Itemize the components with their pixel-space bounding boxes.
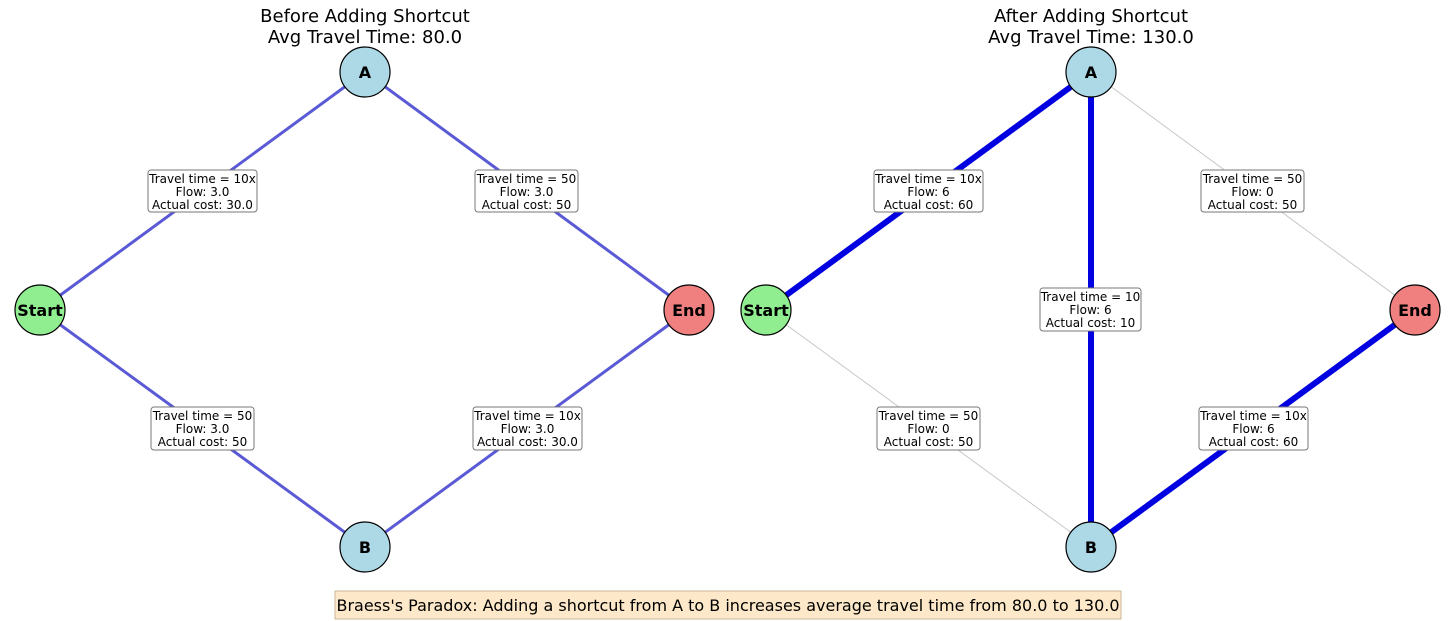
panel-title-line2: Avg Travel Time: 130.0	[988, 27, 1194, 48]
node-label: A	[1085, 63, 1098, 82]
edge-label-line: Travel time = 50	[878, 409, 979, 423]
edge-label-line: Flow: 0	[1231, 185, 1273, 199]
edge-label-b-end: Travel time = 10x Flow: 6 Actual cost: 6…	[1198, 406, 1309, 451]
edge-label-b-end: Travel time = 10x Flow: 3.0 Actual cost:…	[472, 406, 583, 451]
edge-label-line: Actual cost: 30.0	[477, 435, 578, 449]
node-label: Start	[743, 301, 789, 320]
edge-label-line: Travel time = 10x	[1199, 409, 1307, 423]
edge-label-line: Flow: 3.0	[501, 422, 555, 436]
edge-label-a-end: Travel time = 50 Flow: 3.0 Actual cost: …	[474, 169, 579, 213]
edge-label-line: Actual cost: 50	[1208, 198, 1297, 212]
edge-label-a-end: Travel time = 50 Flow: 0 Actual cost: 50	[1200, 169, 1305, 213]
edge-label-line: Actual cost: 10	[1046, 316, 1135, 330]
edge-label-line: Actual cost: 60	[884, 198, 973, 212]
panel-before: Before Adding Shortcut Avg Travel Time: …	[14, 6, 715, 573]
edge-label-line: Actual cost: 50	[482, 198, 571, 212]
node-label: B	[359, 538, 371, 557]
edge-label-line: Actual cost: 30.0	[152, 198, 253, 212]
node-label: A	[359, 63, 372, 82]
panel-title-line2: Avg Travel Time: 80.0	[268, 27, 462, 48]
node-label: Start	[17, 301, 63, 320]
edge-label-start-b: Travel time = 50 Flow: 0 Actual cost: 50	[876, 406, 981, 451]
edge-label-line: Flow: 6	[1232, 422, 1274, 436]
edge-label-a-b-shortcut: Travel time = 10 Flow: 6 Actual cost: 10	[1039, 287, 1142, 332]
edge-label-line: Travel time = 10x	[874, 172, 982, 186]
edge-label-line: Flow: 6	[907, 185, 949, 199]
caption-box: Braess's Paradox: Adding a shortcut from…	[334, 590, 1122, 620]
node-a: A	[339, 46, 391, 98]
edge-label-start-a: Travel time = 10x Flow: 3.0 Actual cost:…	[147, 169, 258, 213]
node-b: B	[339, 521, 391, 573]
edge-label-line: Flow: 3.0	[176, 422, 230, 436]
edge-label-line: Flow: 0	[907, 422, 949, 436]
edge-label-line: Travel time = 10	[1040, 290, 1141, 304]
edge-label-line: Flow: 3.0	[500, 185, 554, 199]
node-label: End	[1398, 301, 1432, 320]
edge-label-start-b: Travel time = 50 Flow: 3.0 Actual cost: …	[150, 406, 255, 451]
panel-after: After Adding Shortcut Avg Travel Time: 1…	[740, 6, 1441, 573]
node-start: Start	[740, 284, 792, 336]
edge-label-line: Flow: 3.0	[176, 185, 230, 199]
edge-label-line: Travel time = 10x	[148, 172, 256, 186]
edge-label-line: Travel time = 50	[1202, 172, 1303, 186]
edge-label-line: Flow: 6	[1069, 303, 1111, 317]
edge-label-line: Travel time = 10x	[473, 409, 581, 423]
edge-label-line: Travel time = 50	[152, 409, 253, 423]
edge-label-line: Travel time = 50	[476, 172, 577, 186]
node-label: End	[672, 301, 706, 320]
panel-title-line1: Before Adding Shortcut	[260, 6, 470, 27]
edge-label-line: Actual cost: 50	[158, 435, 247, 449]
node-end: End	[1389, 284, 1441, 336]
edge-label-start-a: Travel time = 10x Flow: 6 Actual cost: 6…	[873, 169, 984, 213]
panel-title-line1: After Adding Shortcut	[994, 6, 1188, 27]
edge-label-line: Actual cost: 60	[1209, 435, 1298, 449]
node-end: End	[663, 284, 715, 336]
node-label: B	[1085, 538, 1097, 557]
edge-label-line: Actual cost: 50	[884, 435, 973, 449]
node-a: A	[1065, 46, 1117, 98]
node-b: B	[1065, 521, 1117, 573]
node-start: Start	[14, 284, 66, 336]
caption-text: Braess's Paradox: Adding a shortcut from…	[336, 596, 1119, 615]
